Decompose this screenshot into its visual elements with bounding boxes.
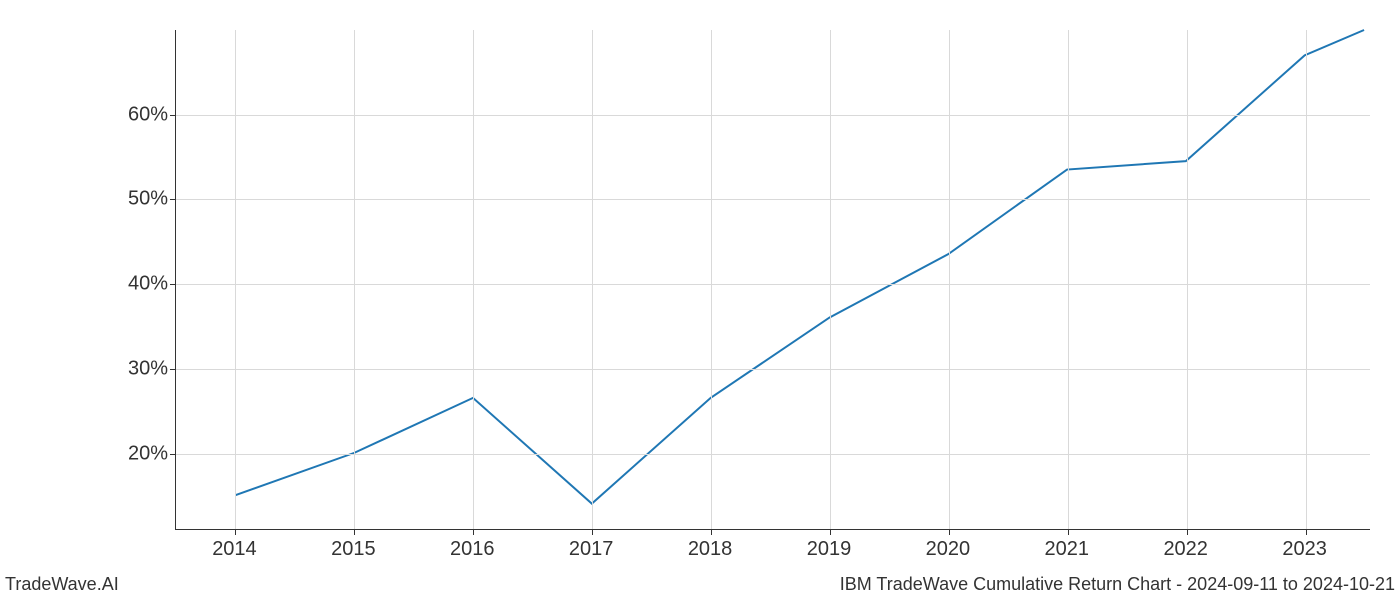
y-tick-label: 20% bbox=[128, 442, 168, 465]
return-line bbox=[235, 30, 1364, 504]
y-tick-mark bbox=[170, 369, 176, 370]
footer-caption: IBM TradeWave Cumulative Return Chart - … bbox=[840, 574, 1395, 595]
plot-area bbox=[175, 30, 1370, 530]
grid-line-v bbox=[1068, 30, 1069, 529]
x-tick-label: 2016 bbox=[450, 538, 495, 561]
x-tick-mark bbox=[1068, 529, 1069, 535]
x-tick-mark bbox=[235, 529, 236, 535]
x-tick-label: 2021 bbox=[1045, 538, 1090, 561]
x-tick-mark bbox=[1187, 529, 1188, 535]
y-tick-label: 50% bbox=[128, 188, 168, 211]
grid-line-v bbox=[592, 30, 593, 529]
x-tick-mark bbox=[949, 529, 950, 535]
x-tick-label: 2019 bbox=[807, 538, 852, 561]
y-tick-mark bbox=[170, 284, 176, 285]
grid-line-v bbox=[1187, 30, 1188, 529]
grid-line-v bbox=[949, 30, 950, 529]
y-tick-label: 40% bbox=[128, 273, 168, 296]
y-tick-mark bbox=[170, 454, 176, 455]
grid-line-v bbox=[1306, 30, 1307, 529]
x-tick-label: 2015 bbox=[331, 538, 376, 561]
y-tick-label: 60% bbox=[128, 103, 168, 126]
x-tick-mark bbox=[830, 529, 831, 535]
x-tick-label: 2023 bbox=[1282, 538, 1327, 561]
footer-brand: TradeWave.AI bbox=[5, 574, 119, 595]
x-tick-label: 2022 bbox=[1163, 538, 1208, 561]
x-tick-mark bbox=[354, 529, 355, 535]
grid-line-v bbox=[711, 30, 712, 529]
x-tick-label: 2020 bbox=[926, 538, 971, 561]
grid-line-v bbox=[354, 30, 355, 529]
x-tick-label: 2017 bbox=[569, 538, 614, 561]
y-tick-mark bbox=[170, 199, 176, 200]
grid-line-v bbox=[830, 30, 831, 529]
y-tick-label: 30% bbox=[128, 357, 168, 380]
x-tick-mark bbox=[592, 529, 593, 535]
y-tick-mark bbox=[170, 115, 176, 116]
x-tick-mark bbox=[711, 529, 712, 535]
grid-line-v bbox=[235, 30, 236, 529]
grid-line-v bbox=[473, 30, 474, 529]
x-tick-label: 2014 bbox=[212, 538, 257, 561]
x-tick-mark bbox=[473, 529, 474, 535]
chart-container bbox=[175, 30, 1370, 530]
x-tick-label: 2018 bbox=[688, 538, 733, 561]
x-tick-mark bbox=[1306, 529, 1307, 535]
